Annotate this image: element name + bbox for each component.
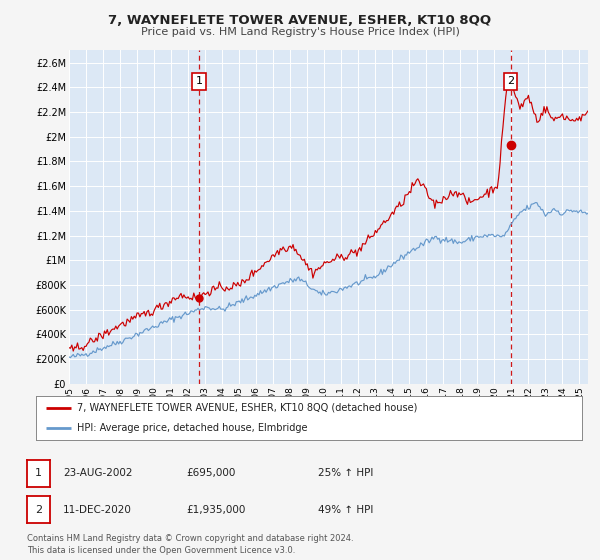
Text: 7, WAYNEFLETE TOWER AVENUE, ESHER, KT10 8QQ: 7, WAYNEFLETE TOWER AVENUE, ESHER, KT10 … [109, 14, 491, 27]
Text: £695,000: £695,000 [186, 468, 235, 478]
Text: HPI: Average price, detached house, Elmbridge: HPI: Average price, detached house, Elmb… [77, 423, 307, 433]
Text: 23-AUG-2002: 23-AUG-2002 [63, 468, 133, 478]
Text: Price paid vs. HM Land Registry's House Price Index (HPI): Price paid vs. HM Land Registry's House … [140, 27, 460, 38]
Text: £1,935,000: £1,935,000 [186, 505, 245, 515]
Text: 49% ↑ HPI: 49% ↑ HPI [318, 505, 373, 515]
Text: 2: 2 [35, 505, 42, 515]
Text: 25% ↑ HPI: 25% ↑ HPI [318, 468, 373, 478]
Text: Contains HM Land Registry data © Crown copyright and database right 2024.
This d: Contains HM Land Registry data © Crown c… [27, 534, 353, 555]
Text: 2: 2 [507, 76, 514, 86]
Text: 7, WAYNEFLETE TOWER AVENUE, ESHER, KT10 8QQ (detached house): 7, WAYNEFLETE TOWER AVENUE, ESHER, KT10 … [77, 403, 418, 413]
Text: 1: 1 [196, 76, 203, 86]
Text: 1: 1 [35, 468, 42, 478]
Text: 11-DEC-2020: 11-DEC-2020 [63, 505, 132, 515]
